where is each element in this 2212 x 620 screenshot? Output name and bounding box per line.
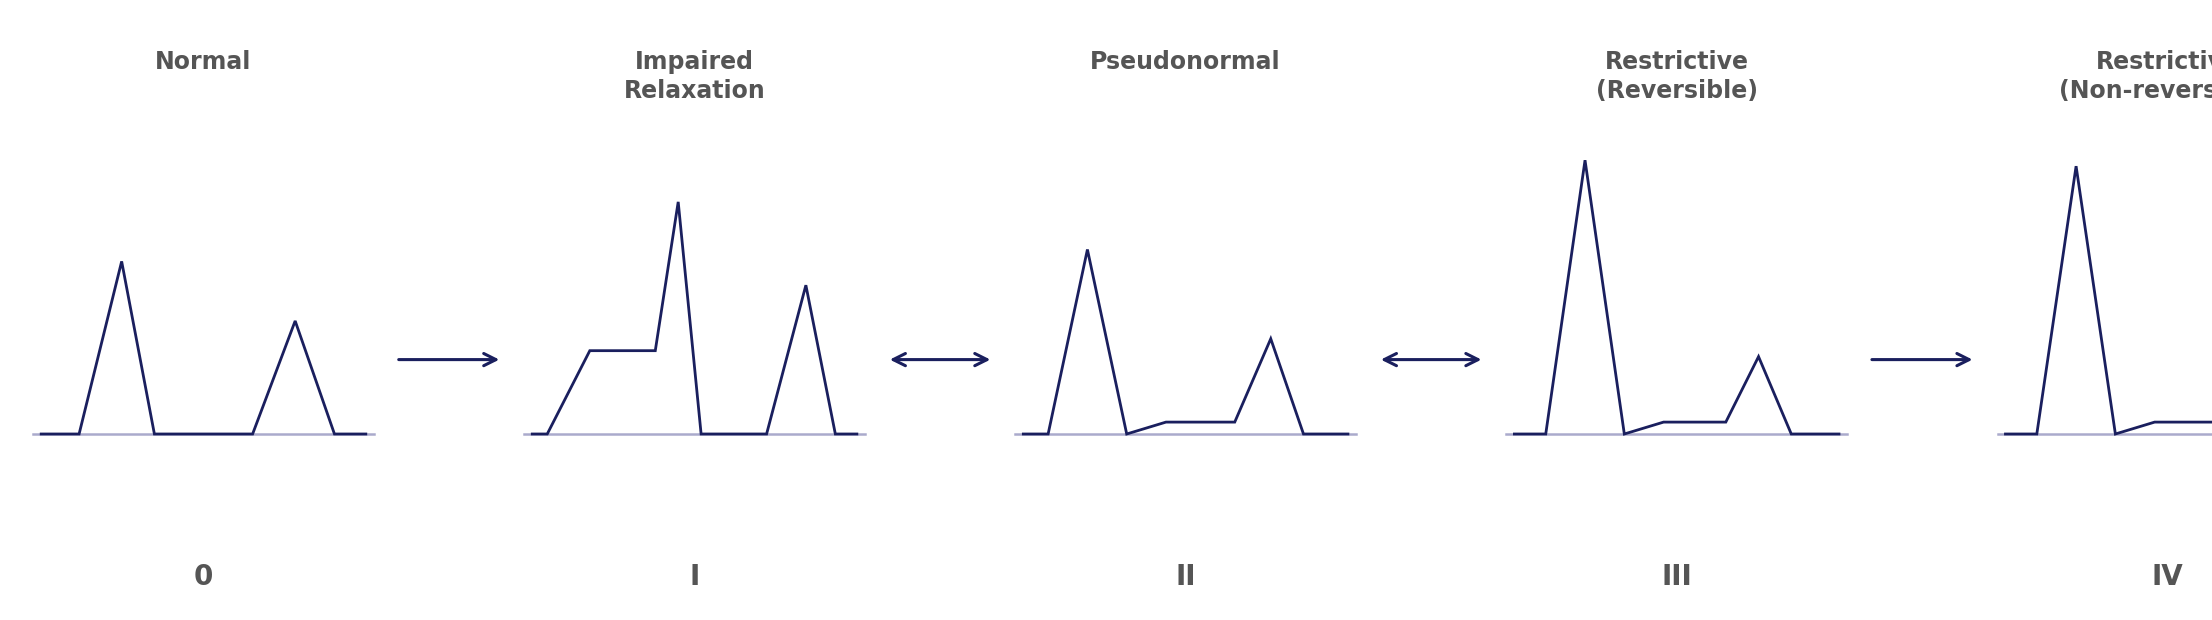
Text: II: II bbox=[1175, 562, 1197, 591]
Text: Restrictive
(Reversible): Restrictive (Reversible) bbox=[1595, 50, 1759, 104]
Text: I: I bbox=[690, 562, 699, 591]
Text: III: III bbox=[1661, 562, 1692, 591]
Text: Restrictive
(Non-reversible): Restrictive (Non-reversible) bbox=[2059, 50, 2212, 104]
Text: IV: IV bbox=[2152, 562, 2183, 591]
Text: Normal: Normal bbox=[155, 50, 252, 74]
Text: 0: 0 bbox=[195, 562, 212, 591]
Text: Impaired
Relaxation: Impaired Relaxation bbox=[624, 50, 765, 104]
Text: Pseudonormal: Pseudonormal bbox=[1091, 50, 1281, 74]
